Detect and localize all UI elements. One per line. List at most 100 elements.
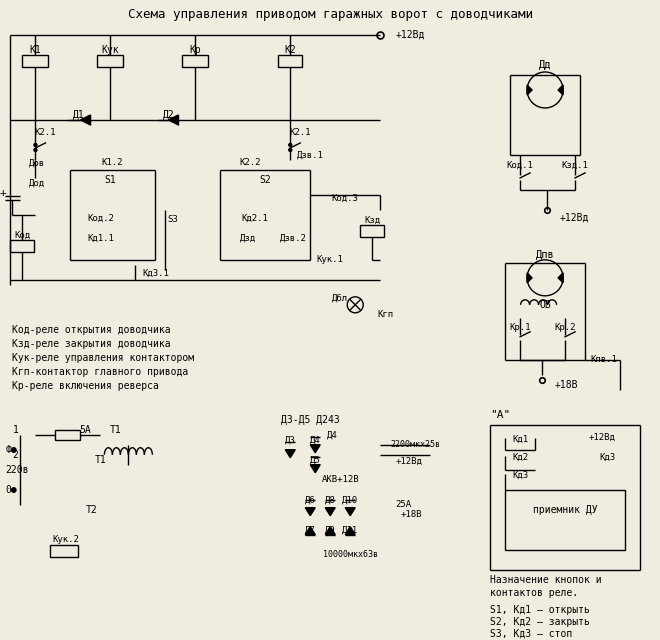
Bar — [55, 429, 81, 440]
Text: +: + — [0, 188, 7, 198]
Text: K1: K1 — [30, 45, 42, 55]
Text: S1, Кд1 – открыть: S1, Кд1 – открыть — [490, 605, 590, 614]
Circle shape — [289, 148, 292, 152]
Text: К2.2: К2.2 — [240, 159, 261, 168]
Text: Д9: Д9 — [325, 525, 336, 534]
Text: Код: Код — [15, 230, 30, 239]
Circle shape — [34, 148, 37, 152]
Text: К2.1: К2.1 — [290, 129, 311, 138]
Bar — [279, 55, 302, 67]
Text: Кр-реле включения реверса: Кр-реле включения реверса — [13, 381, 159, 391]
Text: Код-реле открытия доводчика: Код-реле открытия доводчика — [13, 325, 171, 335]
Text: Дд: Дд — [539, 60, 551, 70]
Text: Д3-Д5 Д243: Д3-Д5 Д243 — [281, 415, 340, 425]
Text: Код.2: Код.2 — [87, 213, 114, 222]
Polygon shape — [310, 465, 320, 473]
Text: ОВ: ОВ — [539, 300, 551, 310]
Polygon shape — [527, 85, 532, 95]
Text: Д11: Д11 — [342, 525, 358, 534]
Text: Дзв.1: Дзв.1 — [297, 150, 323, 159]
Polygon shape — [306, 527, 315, 534]
Text: Д2: Д2 — [162, 110, 174, 120]
Text: К2.1: К2.1 — [35, 129, 56, 138]
Circle shape — [289, 143, 292, 147]
Text: Назначение кнопок и: Назначение кнопок и — [490, 575, 602, 584]
Polygon shape — [168, 115, 178, 125]
Text: АКВ+12В: АКВ+12В — [321, 475, 359, 484]
Text: S2: S2 — [259, 175, 271, 185]
Text: T1: T1 — [110, 425, 121, 435]
Bar — [505, 490, 625, 550]
Text: 220в: 220в — [5, 465, 29, 475]
Text: Д1: Д1 — [73, 110, 84, 120]
Polygon shape — [558, 273, 563, 283]
Bar — [11, 240, 34, 252]
Text: Код.3: Код.3 — [332, 193, 358, 202]
Text: 1: 1 — [13, 425, 18, 435]
Polygon shape — [558, 85, 563, 95]
Text: Д4: Д4 — [310, 435, 321, 444]
Text: +12Вд: +12Вд — [395, 30, 424, 40]
Text: Код.1: Код.1 — [507, 161, 533, 170]
Text: Д10: Д10 — [342, 495, 358, 504]
Text: 2200мкх25в: 2200мкх25в — [390, 440, 440, 449]
Text: Дод: Дод — [28, 179, 45, 188]
Text: приемник ДУ: приемник ДУ — [533, 505, 597, 515]
Text: Дзв.2: Дзв.2 — [280, 234, 307, 243]
Text: "A": "A" — [490, 410, 510, 420]
Polygon shape — [527, 273, 532, 283]
Polygon shape — [345, 508, 355, 516]
Text: S3, Кд3 – стоп: S3, Кд3 – стоп — [490, 628, 572, 639]
Text: Кд3: Кд3 — [512, 471, 528, 480]
Text: Дпв: Дпв — [536, 250, 554, 260]
Text: Кр: Кр — [189, 45, 201, 55]
Text: Кд1: Кд1 — [512, 435, 528, 444]
Text: T1: T1 — [94, 454, 106, 465]
Bar — [182, 55, 209, 67]
Circle shape — [34, 143, 37, 147]
Text: Кпв.1: Кпв.1 — [590, 355, 617, 364]
Text: +12Вд: +12Вд — [560, 213, 589, 223]
Text: S1: S1 — [104, 175, 116, 185]
Text: Д4: Д4 — [327, 430, 338, 439]
Polygon shape — [325, 508, 335, 516]
Text: Кд3: Кд3 — [599, 453, 615, 462]
Text: Кд2.1: Кд2.1 — [242, 213, 269, 222]
Text: К1.2: К1.2 — [102, 159, 123, 168]
Text: К2: К2 — [284, 45, 296, 55]
Text: Кр.2: Кр.2 — [554, 323, 576, 332]
Text: Д8: Д8 — [325, 495, 336, 504]
Text: 25A: 25A — [395, 500, 411, 509]
Text: 10000мкх63в: 10000мкх63в — [323, 550, 378, 559]
Text: Д6: Д6 — [305, 495, 315, 504]
Text: T2: T2 — [85, 505, 97, 515]
Text: Д5: Д5 — [310, 455, 321, 464]
Text: Кук.2: Кук.2 — [52, 535, 79, 544]
Text: Кзд-реле закрытия доводчика: Кзд-реле закрытия доводчика — [13, 339, 171, 349]
Bar — [98, 55, 123, 67]
Bar — [22, 55, 48, 67]
Text: +18В: +18В — [555, 380, 579, 390]
Bar — [360, 225, 384, 237]
Polygon shape — [345, 527, 355, 534]
Text: Кук: Кук — [102, 45, 119, 55]
Text: S2, Кд2 – закрыть: S2, Кд2 – закрыть — [490, 616, 590, 627]
Text: Ф●: Ф● — [5, 445, 17, 454]
Bar — [50, 545, 79, 557]
Text: Дзд: Дзд — [240, 234, 257, 243]
Text: Кгп-контактор главного привода: Кгп-контактор главного привода — [13, 367, 189, 377]
Text: Кд3.1: Кд3.1 — [142, 268, 169, 277]
Text: S3: S3 — [167, 216, 178, 225]
Text: Дбл: Дбл — [332, 293, 348, 302]
Text: Схема управления приводом гаражных ворот с доводчиками: Схема управления приводом гаражных ворот… — [128, 8, 533, 20]
Polygon shape — [285, 450, 295, 458]
Polygon shape — [325, 527, 335, 534]
Text: 0●: 0● — [5, 484, 17, 495]
Text: Кгп: Кгп — [377, 310, 393, 319]
Text: +12Вд: +12Вд — [395, 457, 422, 466]
Text: +18В: +18В — [400, 510, 422, 519]
Polygon shape — [81, 115, 90, 125]
Text: Д7: Д7 — [305, 525, 315, 534]
Text: Кук-реле управления контактором: Кук-реле управления контактором — [13, 353, 195, 363]
Polygon shape — [306, 508, 315, 516]
